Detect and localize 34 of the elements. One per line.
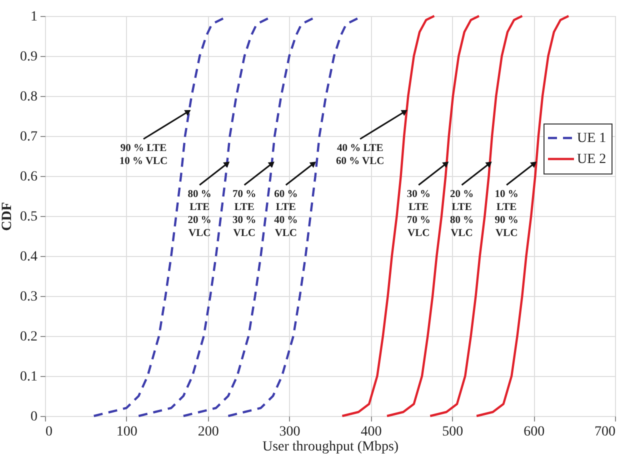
legend-label: UE 2 xyxy=(577,152,606,167)
x-tick-label: 200 xyxy=(198,424,219,440)
x-tick-label: 100 xyxy=(116,424,138,440)
y-axis-title: CDF xyxy=(0,202,15,231)
y-tick-label: 0.8 xyxy=(20,90,38,104)
annotation: 90 % LTE 10 % VLC xyxy=(119,143,168,167)
x-tick-label: 700 xyxy=(594,424,616,440)
y-tick-label: 0.2 xyxy=(20,330,38,344)
y-tick-label: 0.1 xyxy=(20,370,38,384)
x-axis-title: User throughput (Mbps) xyxy=(262,440,399,454)
y-tick-label: 0.4 xyxy=(20,250,38,264)
y-tick-label: 0 xyxy=(30,410,38,424)
x-tick-label: 500 xyxy=(442,424,464,440)
annotation: 60 % LTE 40 % VLC xyxy=(274,189,298,239)
y-tick-label: 0.3 xyxy=(20,290,38,304)
annotation: 80 % LTE 20 % VLC xyxy=(188,189,212,239)
y-tick-label: 0.9 xyxy=(20,50,38,64)
x-tick-label: 0 xyxy=(46,424,52,440)
line-series xyxy=(386,14,480,418)
annotation: 20 % LTE 80 % VLC xyxy=(450,189,474,239)
line-series xyxy=(475,14,570,418)
x-tick-label: 300 xyxy=(279,424,300,440)
x-tick-label: 600 xyxy=(524,424,545,440)
annotation: 10 % LTE 90 % VLC xyxy=(494,189,518,239)
y-tick-label: 0.6 xyxy=(20,170,38,184)
x-tick-label: 400 xyxy=(360,424,382,440)
y-tick-label: 0.5 xyxy=(20,210,38,224)
annotation: 30 % LTE 70 % VLC xyxy=(406,189,430,239)
y-tick-label: 1 xyxy=(30,10,38,24)
line-series xyxy=(429,14,524,418)
y-tick-label: 0.7 xyxy=(20,130,38,144)
annotation: 40 % LTE 60 % VLC xyxy=(336,143,384,167)
annotation: 70 % LTE 30 % VLC xyxy=(232,189,256,239)
legend-label: UE 1 xyxy=(577,131,606,146)
